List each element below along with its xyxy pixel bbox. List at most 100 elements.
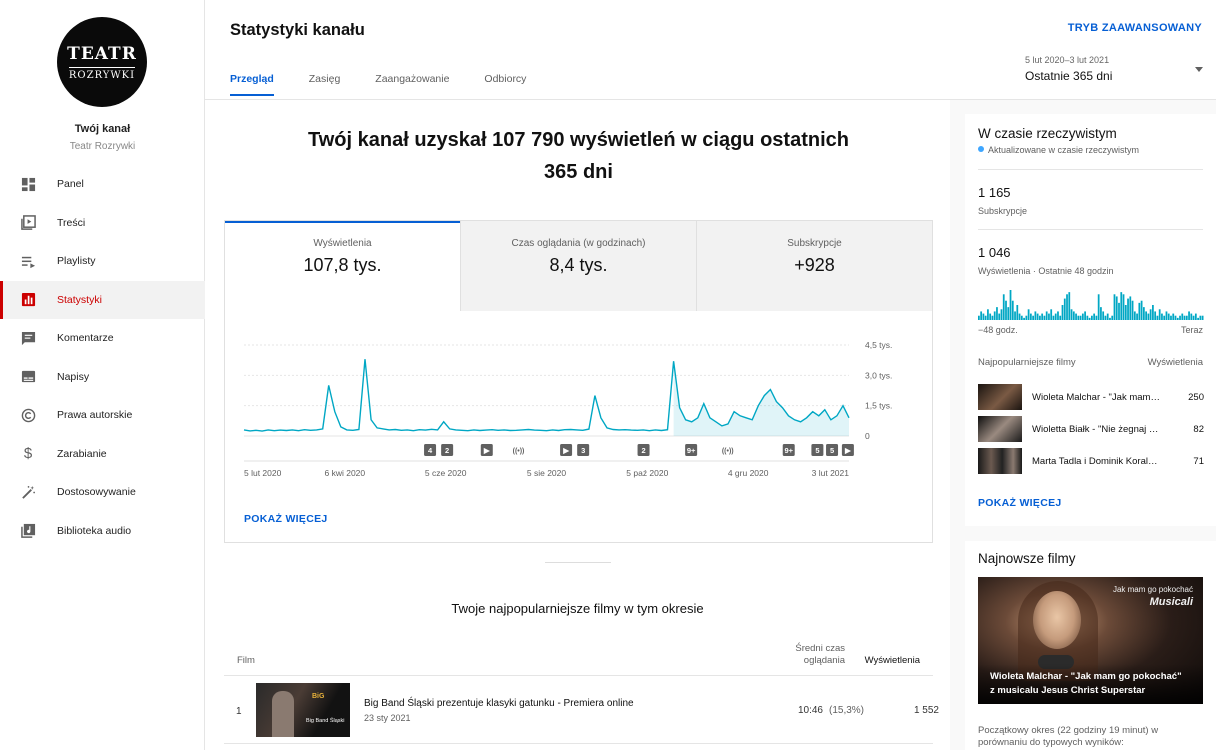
sidebar-item-label: Zarabianie (57, 447, 107, 460)
realtime-bar (1127, 298, 1129, 320)
realtime-axis-left: −48 godz. (978, 325, 1018, 335)
realtime-bar (1167, 313, 1170, 320)
column-header-views[interactable]: Wyświetlenia (864, 655, 920, 666)
marker-label: 5 (830, 446, 834, 455)
marker-box[interactable] (637, 444, 650, 456)
table-row[interactable]: 1 BiG Big Band Śląski Big Band Śląski pr… (224, 676, 939, 744)
realtime-bar (1068, 292, 1071, 320)
marker-box[interactable] (826, 444, 839, 456)
advanced-mode-button[interactable]: TRYB ZAAWANSOWANY (1067, 22, 1202, 34)
realtime-bar (1084, 311, 1086, 320)
realtime-bar (996, 307, 998, 320)
tab-zaangazowanie[interactable]: Zaangażowanie (375, 73, 450, 85)
realtime-bar (1043, 315, 1046, 320)
realtime-bar (1163, 315, 1166, 320)
dollar-icon: $ (23, 445, 33, 463)
metric-label: Wyświetlenia (313, 238, 372, 249)
realtime-bar-chart[interactable] (978, 286, 1204, 320)
realtime-title: W czasie rzeczywistym (978, 126, 1117, 141)
video-thumbnail[interactable]: BiG Big Band Śląski (256, 683, 350, 737)
realtime-bar (1145, 311, 1147, 320)
marker-box[interactable] (441, 444, 454, 456)
tab-zasieg[interactable]: Zasięg (308, 73, 341, 85)
marker-label: 2 (641, 446, 645, 455)
marker-box[interactable] (560, 444, 573, 456)
metric-value: +928 (794, 255, 835, 275)
tab-odbiorcy[interactable]: Odbiorcy (484, 73, 527, 85)
marker-box[interactable] (480, 444, 493, 456)
video-title[interactable]: Big Band Śląski prezentuje klasyki gatun… (364, 698, 634, 709)
show-more-button[interactable]: POKAŻ WIĘCEJ (244, 513, 328, 525)
column-header-avg-view[interactable]: Średni czas oglądania (765, 643, 845, 667)
thumbnail-caption: Wioleta Malchar - "Jak mam go pokochać" … (978, 664, 1203, 704)
realtime-bar (1016, 305, 1019, 320)
marker-box[interactable] (811, 444, 824, 456)
realtime-bar (987, 309, 989, 320)
views-chart[interactable]: 4,5 tys. 3,0 tys. 1,5 tys. 0 4 2 ▶ ((•)) ▶ 3 2 9+ ((… (225, 311, 934, 501)
realtime-axis-right: Teraz (1180, 325, 1203, 335)
x-tick-label: 5 lut 2020 (244, 468, 282, 478)
page-title: Statystyki kanału (230, 21, 365, 39)
table-header-divider (224, 675, 933, 676)
realtime-bar (1023, 317, 1025, 320)
video-library-icon (20, 215, 36, 231)
popular-views: 82 (1193, 424, 1204, 435)
realtime-show-more-button[interactable]: POKAŻ WIĘCEJ (978, 497, 1062, 509)
marker-label: 3 (581, 446, 585, 455)
realtime-subs-label: Subskrypcje (978, 206, 1028, 216)
marker-box[interactable] (685, 444, 698, 456)
sidebar-item-panel[interactable]: Panel (0, 165, 205, 204)
sidebar-item-napisy[interactable]: Napisy (0, 358, 205, 397)
sidebar-item-dostosowywanie[interactable]: Dostosowywanie (0, 473, 205, 512)
sidebar-item-komentarze[interactable]: Komentarze (0, 319, 205, 358)
marker-label: ((•)) (722, 448, 734, 455)
date-range-select[interactable]: 5 lut 2020–3 lut 2021 Ostatnie 365 dni (1025, 55, 1203, 83)
realtime-bar (1077, 315, 1080, 320)
realtime-bar (998, 313, 1001, 320)
dashboard-icon (20, 176, 36, 192)
tab-przeglad[interactable]: Przegląd (230, 73, 274, 96)
realtime-bar (1086, 315, 1089, 320)
metric-label: Czas oglądania (w godzinach) (511, 238, 646, 249)
sidebar-item-label: Dostosowywanie (57, 486, 136, 499)
list-item[interactable]: Wioletta Białk - "Nie żegnaj mnie" 82 (978, 416, 1204, 444)
marker-box[interactable] (424, 444, 437, 456)
sidebar-item-tresci[interactable]: Treści (0, 204, 205, 243)
sidebar-item-zarabianie[interactable]: $ Zarabianie (0, 435, 205, 474)
realtime-bar (1104, 315, 1107, 320)
date-range-label: Ostatnie 365 dni (1025, 69, 1113, 83)
caption-line2: z musicalu Jesus Christ Superstar (990, 685, 1146, 696)
video-date: 23 sty 2021 (364, 713, 411, 723)
sidebar-item-prawa-autorskie[interactable]: Prawa autorskie (0, 396, 205, 435)
metric-tab-views[interactable]: Wyświetlenia 107,8 tys. (225, 221, 460, 311)
realtime-views-value: 1 046 (978, 245, 1011, 260)
realtime-bar (1041, 313, 1044, 320)
channel-avatar[interactable]: TEATR ROZRYWKI (57, 17, 147, 107)
marker-box[interactable] (841, 444, 854, 456)
thumbnail-brand: Musicali (1149, 596, 1193, 608)
thumbnail-figure (272, 691, 294, 737)
sidebar-item-biblioteka-audio[interactable]: Biblioteka audio (0, 512, 205, 551)
realtime-updated: Aktualizowane w czasie rzeczywistym (978, 145, 1139, 155)
sidebar-item-label: Napisy (57, 370, 90, 383)
list-item[interactable]: Wioleta Malchar - "Jak mam go pokochać" … (978, 384, 1204, 412)
realtime-bar (1079, 315, 1082, 320)
realtime-bar (1011, 300, 1014, 320)
latest-video-thumbnail[interactable]: Jak mam go pokochać Musicali Wioleta Mal… (978, 577, 1203, 704)
marker-box[interactable] (782, 444, 795, 456)
realtime-bar (1007, 307, 1010, 320)
avatar-logo-line2: ROZRYWKI (68, 66, 136, 81)
marker-label: 5 (815, 446, 819, 455)
sidebar-item-statystyki[interactable]: Statystyki (0, 280, 205, 319)
realtime-bar (980, 311, 983, 320)
marker-box[interactable] (577, 444, 590, 456)
sidebar-item-playlisty[interactable]: Playlisty (0, 242, 205, 281)
metric-tab-subscribers[interactable]: Subskrypcje +928 (696, 221, 932, 311)
realtime-bar (1018, 313, 1021, 320)
list-item[interactable]: Marta Tadla i Dominik Koralewski 71 (978, 448, 1204, 476)
metric-tab-watch-time[interactable]: Czas oglądania (w godzinach) 8,4 tys. (460, 221, 696, 311)
realtime-bar (1088, 317, 1091, 320)
realtime-bar (1052, 315, 1055, 320)
popular-header: Najpopularniejsze filmy (978, 357, 1076, 368)
avg-view-time: 10:46 (797, 705, 823, 716)
